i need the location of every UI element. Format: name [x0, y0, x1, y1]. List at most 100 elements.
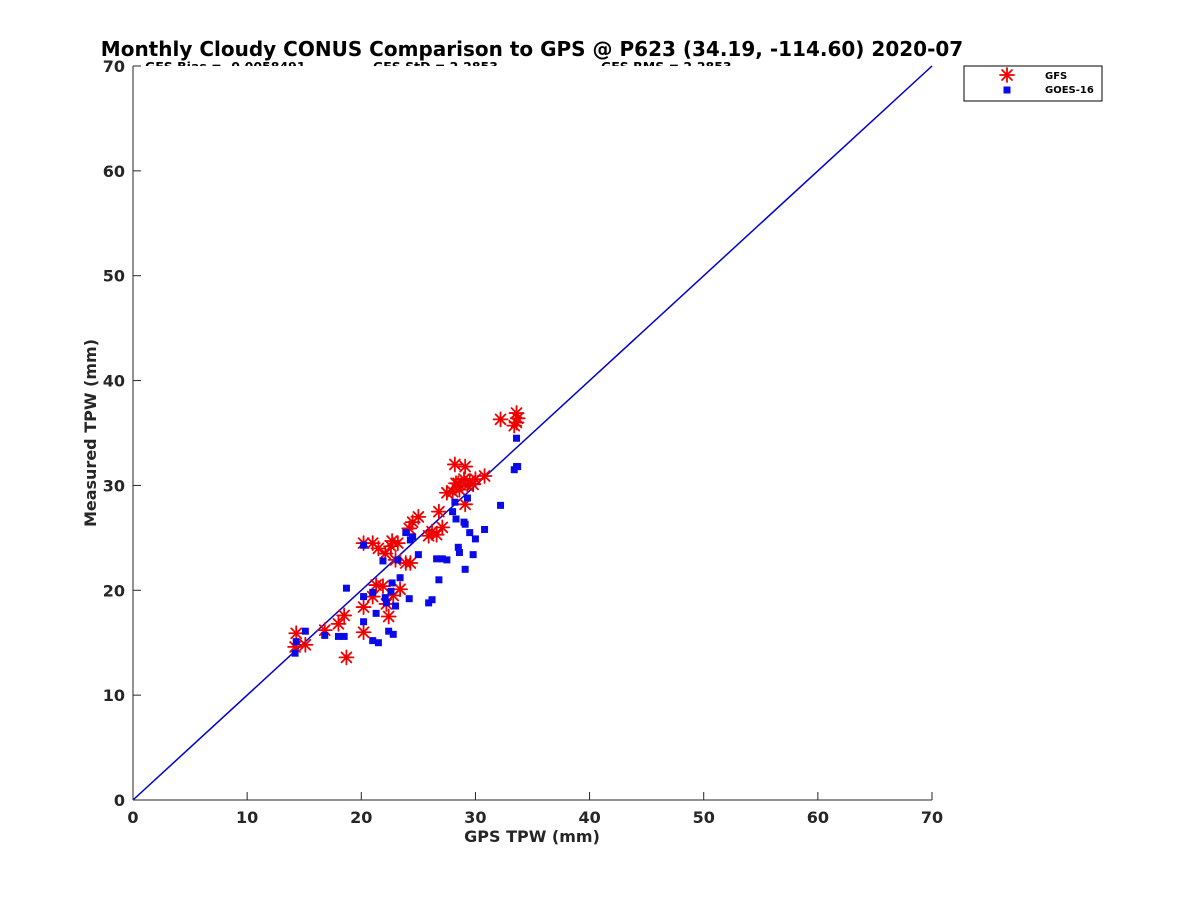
- goes16-point: [381, 594, 389, 602]
- x-tick-label: 10: [236, 808, 258, 827]
- gfs-point: [431, 503, 447, 520]
- gfs-point: [380, 608, 397, 625]
- gfs-point: [428, 526, 445, 543]
- y-axis-label: Measured TPW (mm): [81, 339, 100, 527]
- y-tick-label: 70: [103, 57, 125, 76]
- goes16-point: [435, 576, 443, 584]
- x-tick-label: 0: [127, 808, 138, 827]
- goes16-point: [428, 596, 436, 604]
- reference-line-layer: [132, 65, 933, 801]
- gfs-point: [446, 456, 463, 473]
- reference-line: [132, 65, 933, 801]
- y-tick-label: 20: [103, 581, 125, 600]
- x-tick-label: 70: [921, 808, 943, 827]
- legend-gfs-symbol: [999, 67, 1015, 83]
- goes16-point: [394, 556, 402, 564]
- gfs-point: [377, 545, 394, 562]
- goes16-point: [514, 463, 522, 471]
- goes16-point: [451, 498, 459, 506]
- goes16-point: [466, 529, 474, 537]
- goes16-point: [469, 551, 477, 559]
- x-tick-label: 20: [350, 808, 372, 827]
- x-tick-label: 30: [464, 808, 486, 827]
- goes16-point: [360, 618, 368, 626]
- goes16-point: [374, 639, 382, 647]
- gfs-point: [297, 636, 314, 653]
- goes16-point: [461, 520, 469, 528]
- gfs-point: [370, 540, 387, 557]
- legend-gfs-label: GFS: [1045, 71, 1067, 82]
- goes16-point: [471, 535, 479, 543]
- goes16-point: [321, 631, 329, 639]
- legend-goes16-label: GOES-16: [1045, 85, 1094, 96]
- goes16-point: [392, 602, 400, 610]
- gfs-point: [336, 607, 353, 624]
- goes16-point: [292, 638, 300, 646]
- gfs-point: [457, 458, 474, 475]
- goes16-point: [372, 609, 380, 617]
- gfs-point: [476, 468, 493, 484]
- gfs-point: [434, 519, 451, 536]
- goes16-point: [382, 599, 390, 607]
- gfs-point: [338, 649, 355, 666]
- y-tick-label: 40: [103, 372, 125, 391]
- goes16-point: [360, 541, 368, 549]
- goes16-point: [402, 529, 410, 537]
- goes16-point: [385, 627, 393, 635]
- gfs-point: [410, 508, 427, 525]
- legend: GFS GOES-16: [963, 65, 1103, 102]
- goes16-point: [452, 515, 460, 523]
- goes16-point: [449, 508, 457, 516]
- goes16-point: [443, 556, 451, 564]
- goes16-point: [301, 627, 309, 635]
- goes16-series: [291, 434, 522, 657]
- legend-goes16-marker: [1003, 86, 1011, 94]
- goes16-point: [463, 494, 471, 502]
- gfs-point: [375, 578, 391, 594]
- goes16-point: [454, 543, 462, 551]
- y-tick-label: 60: [103, 162, 125, 181]
- goes16-point: [461, 565, 469, 573]
- legend-box: [963, 65, 1103, 102]
- goes16-point: [369, 588, 377, 596]
- goes16-point: [438, 555, 446, 563]
- goes16-point: [405, 595, 413, 603]
- chart-title: Monthly Cloudy CONUS Comparison to GPS @…: [101, 37, 963, 61]
- goes16-point: [513, 434, 521, 442]
- goes16-point: [497, 501, 505, 509]
- y-axis-ticks: 0 10 20 30 40 50 60 70: [103, 57, 141, 810]
- goes16-point: [396, 574, 404, 582]
- y-tick-label: 0: [114, 791, 125, 810]
- gfs-point: [288, 625, 305, 642]
- gfs-point: [509, 410, 526, 427]
- x-tick-label: 40: [578, 808, 600, 827]
- gfs-series: [287, 405, 526, 666]
- goes16-point: [342, 584, 350, 592]
- axes-lines: [132, 66, 932, 801]
- gfs-point: [392, 581, 408, 598]
- gfs-point: [389, 535, 406, 551]
- gfs-point: [330, 615, 347, 632]
- goes16-point: [389, 630, 397, 638]
- legend-goes16-symbol: [1003, 86, 1011, 94]
- y-tick-label: 10: [103, 686, 125, 705]
- legend-gfs-marker: [999, 67, 1015, 83]
- goes16-point: [369, 637, 377, 645]
- goes16-point: [379, 557, 387, 565]
- goes16-point: [433, 555, 441, 563]
- y-tick-label: 50: [103, 267, 125, 286]
- gfs-point: [355, 599, 372, 615]
- goes16-point: [481, 525, 489, 533]
- goes16-point: [291, 649, 299, 657]
- goes16-point: [360, 593, 368, 601]
- gfs-point: [355, 624, 372, 641]
- goes16-point: [334, 632, 342, 640]
- gfs-point: [492, 411, 509, 428]
- goes16-point: [340, 632, 348, 640]
- goes16-point: [455, 549, 463, 557]
- x-tick-label: 50: [693, 808, 715, 827]
- goes16-point: [414, 551, 422, 559]
- x-tick-label: 60: [807, 808, 829, 827]
- goes16-point: [409, 533, 417, 541]
